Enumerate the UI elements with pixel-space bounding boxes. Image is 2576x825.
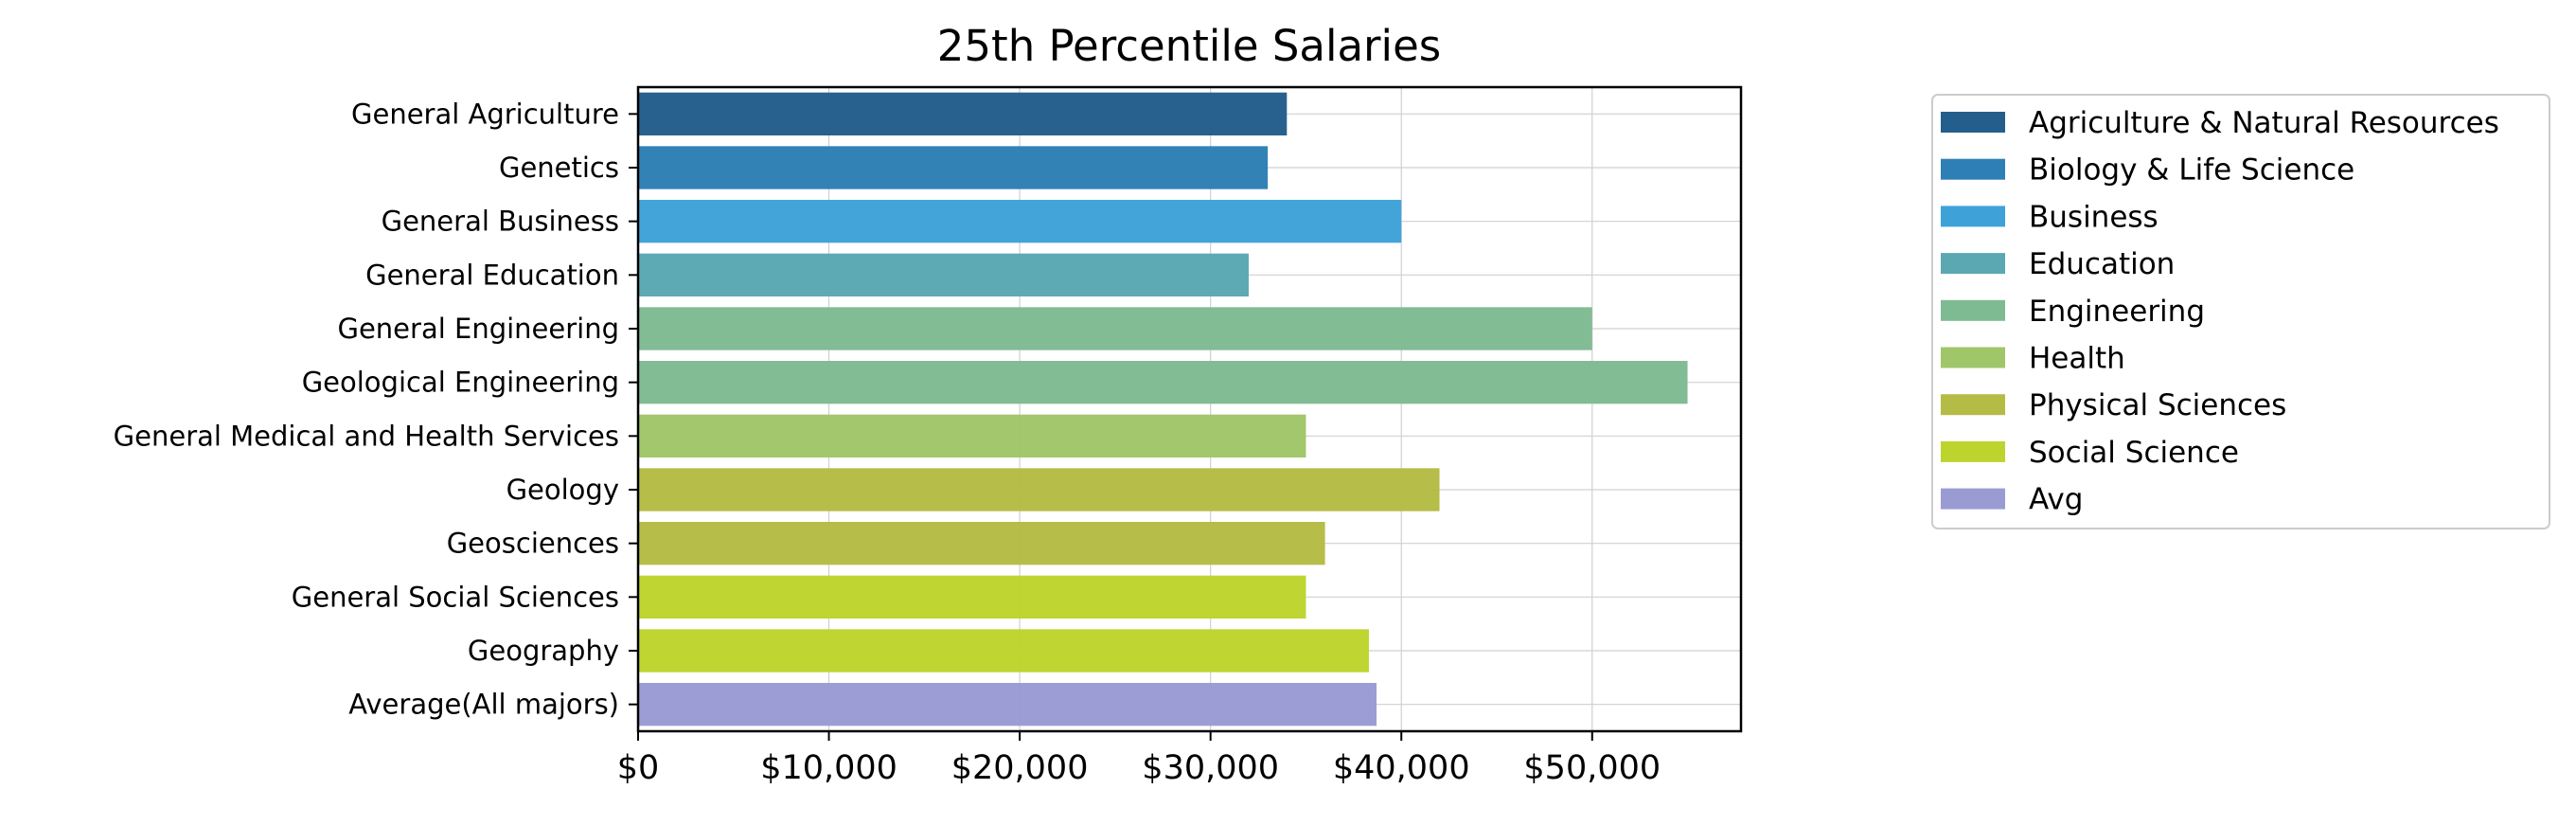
legend-swatch (1941, 488, 2005, 510)
category-label: Geography (468, 635, 619, 667)
x-tick-label: $0 (617, 749, 660, 787)
legend-label: Business (2029, 200, 2159, 234)
category-label: Geology (506, 474, 619, 506)
x-tick-label: $40,000 (1333, 749, 1470, 787)
category-labels: General Agriculture Genetics General Busin… (114, 98, 638, 721)
x-axis-ticks: $0 $10,000 $20,000 $30,000 $40,000 $50,000 (617, 731, 1661, 787)
plot-frame (636, 85, 1743, 733)
bar (638, 683, 1377, 726)
legend-label: Education (2029, 247, 2175, 281)
x-tick-label: $20,000 (951, 749, 1089, 787)
bar (638, 361, 1688, 404)
category-label: General Engineering (337, 313, 619, 345)
category-label: Geosciences (447, 528, 619, 560)
legend-label: Agriculture & Natural Resources (2029, 106, 2499, 140)
x-tick-label: $30,000 (1142, 749, 1279, 787)
legend-box (1931, 94, 2550, 529)
bar (638, 200, 1402, 243)
legend-swatch (1941, 112, 2005, 133)
legend-label: Engineering (2029, 295, 2205, 329)
x-tick-label: $10,000 (760, 749, 897, 787)
bar (638, 414, 1306, 457)
legend: Agriculture & Natural Resources Biology &… (1931, 94, 2550, 529)
legend-swatch (1941, 440, 2005, 462)
legend-swatch (1941, 394, 2005, 416)
category-label: Geological Engineering (302, 367, 619, 399)
legend-swatch (1941, 253, 2005, 275)
category-label: General Social Sciences (292, 581, 619, 613)
bar (638, 253, 1249, 296)
category-label: General Agriculture (351, 98, 619, 130)
bar (638, 629, 1369, 673)
legend-swatch (1941, 206, 2005, 227)
category-label: General Business (382, 206, 619, 238)
bar (638, 92, 1288, 135)
legend-label: Social Science (2029, 436, 2239, 470)
bar (638, 468, 1440, 511)
legend-label: Biology & Life Science (2029, 153, 2354, 188)
legend-label: Physical Sciences (2029, 388, 2286, 422)
bars (638, 92, 1688, 726)
category-label: General Medical and Health Services (114, 420, 619, 452)
legend-label: Health (2029, 342, 2125, 376)
bar (638, 146, 1269, 189)
legend-swatch (1941, 299, 2005, 321)
bar (638, 522, 1325, 565)
legend-swatch (1941, 158, 2005, 180)
chart-title: 25th Percentile Salaries (937, 21, 1441, 71)
category-label: Average(All majors) (348, 689, 619, 721)
category-label: General Education (365, 259, 619, 291)
x-tick-label: $50,000 (1523, 749, 1661, 787)
category-label: Genetics (499, 152, 619, 184)
bar (638, 575, 1306, 619)
legend-swatch (1941, 347, 2005, 368)
bar (638, 307, 1592, 350)
legend-label: Avg (2029, 483, 2083, 517)
